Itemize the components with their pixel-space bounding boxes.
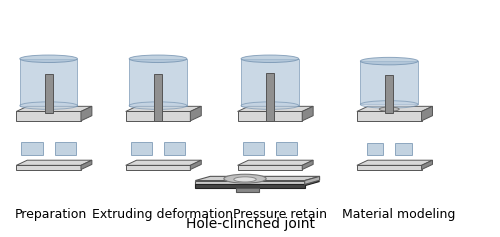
Polygon shape <box>236 188 259 192</box>
Ellipse shape <box>241 55 298 63</box>
Polygon shape <box>126 165 190 169</box>
Polygon shape <box>126 106 202 111</box>
Polygon shape <box>126 160 202 165</box>
Polygon shape <box>190 160 202 169</box>
Ellipse shape <box>20 55 78 63</box>
Text: Preparation: Preparation <box>15 208 87 221</box>
Ellipse shape <box>380 107 399 111</box>
Polygon shape <box>241 59 298 106</box>
Polygon shape <box>276 142 297 155</box>
Polygon shape <box>130 142 152 155</box>
FancyBboxPatch shape <box>385 75 393 113</box>
Polygon shape <box>81 160 92 169</box>
Polygon shape <box>242 142 264 155</box>
Polygon shape <box>196 176 320 181</box>
Polygon shape <box>16 165 81 169</box>
Polygon shape <box>360 61 418 105</box>
Polygon shape <box>196 181 304 184</box>
Ellipse shape <box>360 101 418 108</box>
Polygon shape <box>367 143 384 155</box>
Polygon shape <box>16 111 81 121</box>
Ellipse shape <box>20 102 78 109</box>
Polygon shape <box>196 184 304 188</box>
FancyBboxPatch shape <box>266 73 274 121</box>
Polygon shape <box>357 160 432 165</box>
FancyBboxPatch shape <box>154 74 162 121</box>
Polygon shape <box>190 106 202 121</box>
Polygon shape <box>54 142 76 155</box>
Ellipse shape <box>241 102 298 109</box>
Polygon shape <box>238 165 302 169</box>
Polygon shape <box>422 160 432 169</box>
Polygon shape <box>302 106 313 121</box>
Ellipse shape <box>224 174 266 183</box>
Ellipse shape <box>234 177 256 182</box>
Polygon shape <box>238 106 313 111</box>
Polygon shape <box>196 182 320 186</box>
Polygon shape <box>20 59 78 106</box>
Polygon shape <box>238 160 313 165</box>
Text: Hole-clinched joint: Hole-clinched joint <box>186 217 314 231</box>
Polygon shape <box>164 142 186 155</box>
Polygon shape <box>22 142 42 155</box>
FancyBboxPatch shape <box>44 74 52 113</box>
Ellipse shape <box>360 57 418 65</box>
Ellipse shape <box>129 55 187 63</box>
Polygon shape <box>16 160 92 165</box>
Polygon shape <box>126 111 190 121</box>
Text: Extruding deformation: Extruding deformation <box>92 208 234 221</box>
Text: Pressure retain: Pressure retain <box>233 208 327 221</box>
Polygon shape <box>81 106 92 121</box>
Polygon shape <box>357 106 432 111</box>
Polygon shape <box>357 111 422 121</box>
Ellipse shape <box>129 102 187 109</box>
Polygon shape <box>304 176 320 184</box>
Polygon shape <box>422 106 432 121</box>
Polygon shape <box>357 165 422 169</box>
Polygon shape <box>302 160 313 169</box>
Polygon shape <box>129 59 187 106</box>
Polygon shape <box>238 111 302 121</box>
Polygon shape <box>395 143 411 155</box>
Text: Material modeling: Material modeling <box>342 208 456 221</box>
Polygon shape <box>16 106 92 111</box>
